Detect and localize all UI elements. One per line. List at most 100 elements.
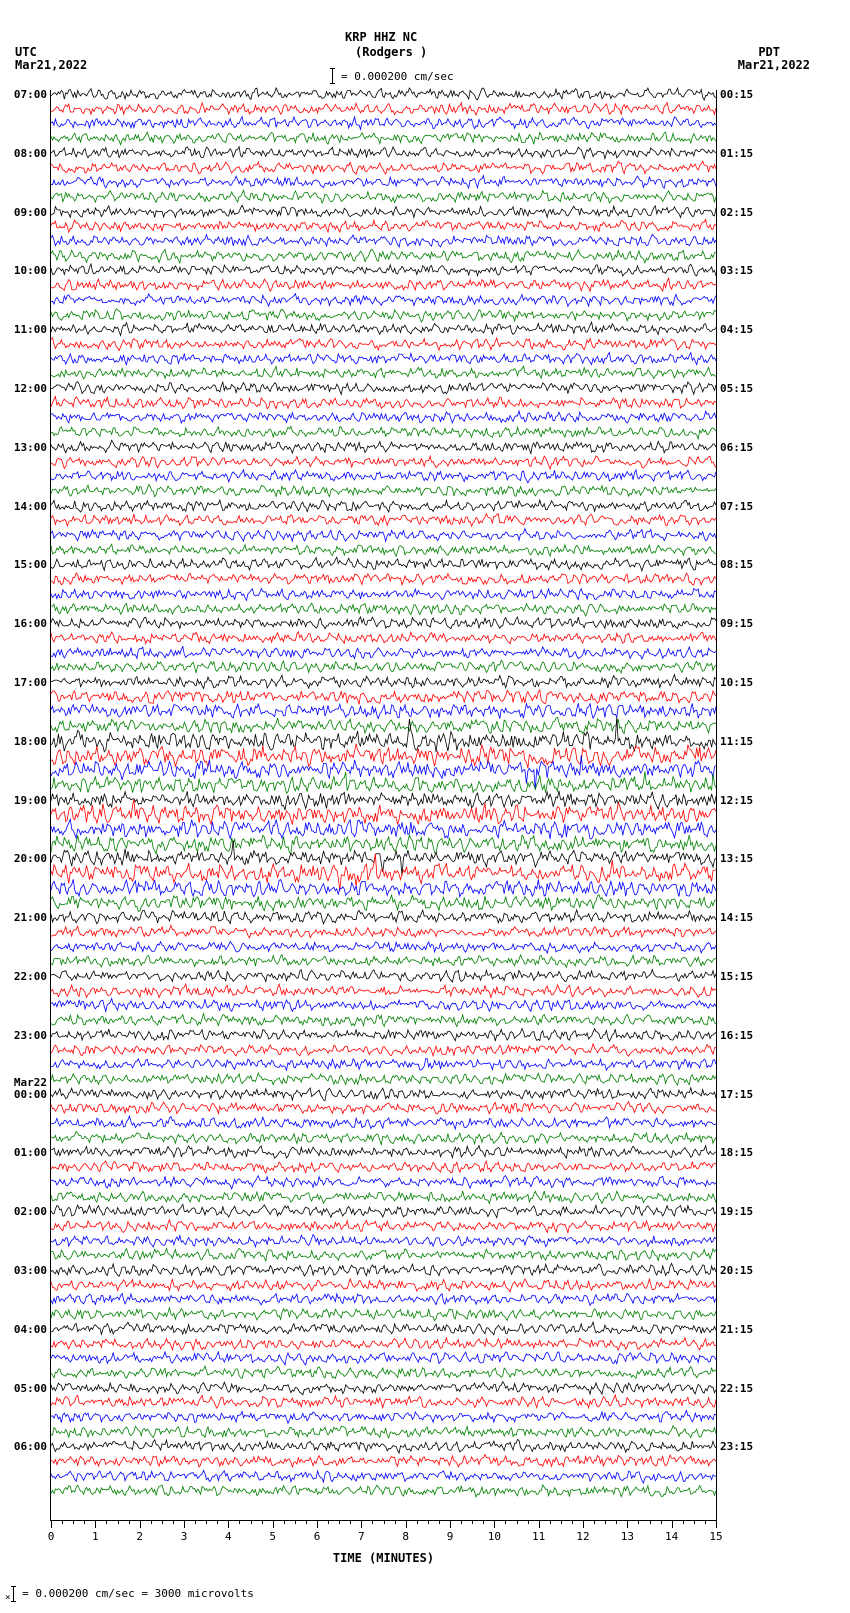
utc-time-label: 14:00 [14,500,47,513]
x-tick [51,1520,52,1528]
x-tick [361,1520,362,1528]
x-minor-tick [461,1520,462,1524]
seismic-trace [51,1005,716,1006]
seismic-trace [51,1373,716,1374]
x-minor-tick [605,1520,606,1524]
left-date: Mar21,2022 [15,58,87,72]
seismic-trace [51,153,716,154]
seismic-trace [51,138,716,139]
seismic-trace [51,579,716,580]
x-minor-tick [472,1520,473,1524]
seismic-trace [51,417,716,418]
x-tick [406,1520,407,1528]
station-code: KRP HHZ NC [345,30,417,44]
seismic-trace [51,447,716,448]
seismic-trace [51,1314,716,1315]
pdt-time-label: 14:15 [720,911,753,924]
x-minor-tick [384,1520,385,1524]
utc-time-label: 04:00 [14,1323,47,1336]
seismic-trace [51,462,716,463]
seismic-trace [51,1446,716,1447]
x-axis: 0123456789101112131415 [51,1520,716,1550]
x-minor-tick [550,1520,551,1524]
seismic-trace [51,432,716,433]
seismic-trace [51,1035,716,1036]
utc-time-label: 10:00 [14,264,47,277]
pdt-time-label: 21:15 [720,1323,753,1336]
seismic-trace [51,1079,716,1080]
pdt-time-label: 05:15 [720,382,753,395]
x-tick-label: 9 [447,1530,454,1543]
x-minor-tick [206,1520,207,1524]
seismic-trace [51,123,716,124]
pdt-time-label: 04:15 [720,323,753,336]
x-minor-tick [616,1520,617,1524]
amplitude-scale: = 0.000200 cm/sec [330,68,454,84]
pdt-time-label: 01:15 [720,147,753,160]
x-tick-label: 14 [665,1530,678,1543]
seismic-trace [51,1241,716,1242]
x-minor-tick [561,1520,562,1524]
x-tick-label: 1 [92,1530,99,1543]
seismic-trace [51,785,716,786]
pdt-time-label: 20:15 [720,1264,753,1277]
seismic-trace [51,1226,716,1227]
pdt-time-label: 22:15 [720,1382,753,1395]
seismic-trace [51,506,716,507]
utc-time-label: 02:00 [14,1205,47,1218]
seismic-trace [51,256,716,257]
pdt-time-label: 00:15 [720,88,753,101]
x-tick-label: 8 [402,1530,409,1543]
x-minor-tick [650,1520,651,1524]
seismic-trace [51,1123,716,1124]
x-minor-tick [239,1520,240,1524]
seismic-trace [51,667,716,668]
seismic-trace [51,1344,716,1345]
x-minor-tick [106,1520,107,1524]
x-minor-tick [284,1520,285,1524]
scale-tick-icon [13,1586,14,1602]
seismic-trace [51,535,716,536]
seismic-trace [51,858,716,859]
seismic-trace [51,1197,716,1198]
seismic-trace [51,315,716,316]
left-timezone: UTC [15,45,37,59]
x-tick [627,1520,628,1528]
x-tick [583,1520,584,1528]
x-minor-tick [439,1520,440,1524]
seismic-trace [51,961,716,962]
x-minor-tick [173,1520,174,1524]
x-minor-tick [528,1520,529,1524]
utc-time-label: 08:00 [14,147,47,160]
seismic-trace [51,491,716,492]
scale-tick-icon [332,68,333,84]
utc-time-label: 15:00 [14,558,47,571]
x-minor-tick [84,1520,85,1524]
pdt-time-label: 18:15 [720,1146,753,1159]
x-minor-tick [505,1520,506,1524]
seismic-trace [51,300,716,301]
pdt-time-label: 16:15 [720,1029,753,1042]
x-minor-tick [118,1520,119,1524]
seismic-trace [51,682,716,683]
seismic-trace [51,1432,716,1433]
x-tick [95,1520,96,1528]
seismic-trace [51,550,716,551]
utc-time-label: 18:00 [14,735,47,748]
x-tick [494,1520,495,1528]
seismic-trace [51,1461,716,1462]
x-minor-tick [73,1520,74,1524]
seismic-trace [51,285,716,286]
right-timezone: PDT [758,45,780,59]
x-minor-tick [395,1520,396,1524]
x-minor-tick [328,1520,329,1524]
seismic-trace [51,1299,716,1300]
seismic-trace [51,638,716,639]
seismic-trace [51,800,716,801]
utc-time-label: 11:00 [14,323,47,336]
seismic-trace [51,829,716,830]
seismic-trace [51,476,716,477]
seismic-trace [51,1270,716,1271]
scale-label: = 0.000200 cm/sec [341,70,454,83]
seismic-trace [51,888,716,889]
